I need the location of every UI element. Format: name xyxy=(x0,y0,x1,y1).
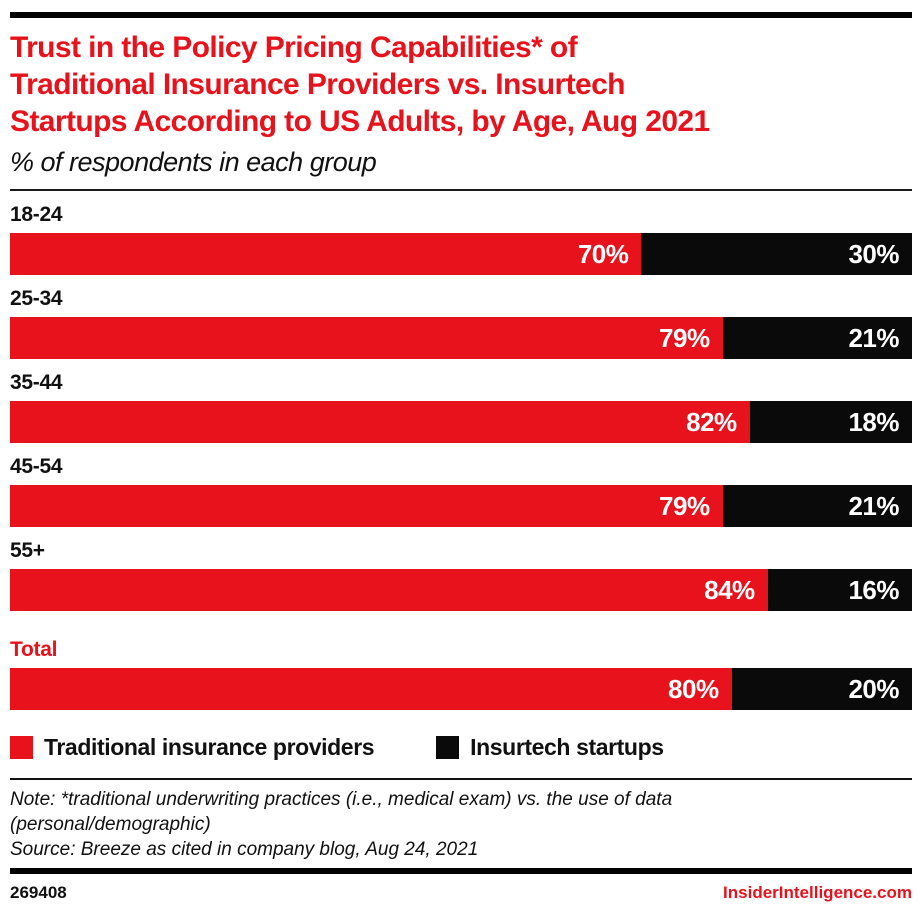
bar-segment-insurtech-startups: 18% xyxy=(749,401,912,443)
category-label: 55+ xyxy=(10,539,45,562)
chart-row-35-44: 35-44 82% 18% xyxy=(10,372,912,443)
category-label: 45-54 xyxy=(10,455,63,478)
chart-id: 269408 xyxy=(10,883,67,902)
bar-segment-insurtech-startups: 21% xyxy=(722,485,912,527)
footer-rule xyxy=(10,868,912,874)
bar-segment-insurtech-startups: 30% xyxy=(641,233,912,275)
value-label: 79% xyxy=(659,490,710,521)
top-rule xyxy=(10,12,912,18)
value-label: 21% xyxy=(848,322,899,353)
chart-title-line-2: Traditional Insurance Providers vs. Insu… xyxy=(10,68,625,101)
stacked-bar: 82% 18% xyxy=(10,401,912,443)
stacked-bar: 80% 20% xyxy=(10,668,912,710)
source-line: Source: Breeze as cited in company blog,… xyxy=(10,839,479,860)
value-label: 18% xyxy=(848,406,899,437)
legend-swatch-traditional xyxy=(10,735,33,759)
category-label: 35-44 xyxy=(10,371,63,394)
value-label: 21% xyxy=(848,490,899,521)
bar-segment-traditional-insurance-providers: 70% xyxy=(10,233,642,275)
chart-row-45-54: 45-54 79% 21% xyxy=(10,456,912,527)
bar-rows: 18-24 70% 30% 25-34 79% 21% 35-44 82% 18% 45-54 79… xyxy=(10,204,912,710)
stacked-bar: 70% 30% xyxy=(10,233,912,275)
value-label: 82% xyxy=(686,406,737,437)
header-divider xyxy=(10,189,912,191)
bar-segment-traditional-insurance-providers: 82% xyxy=(10,401,750,443)
value-label: 80% xyxy=(668,673,719,704)
legend-item-traditional: Traditional insurance providers xyxy=(10,733,375,761)
bar-segment-traditional-insurance-providers: 80% xyxy=(10,668,732,710)
note-line-1: Note: *traditional underwriting practice… xyxy=(10,789,673,810)
notes-divider xyxy=(10,778,912,780)
stacked-bar: 79% 21% xyxy=(10,317,912,359)
bar-segment-traditional-insurance-providers: 84% xyxy=(10,569,768,611)
value-label: 79% xyxy=(659,322,710,353)
bar-segment-traditional-insurance-providers: 79% xyxy=(10,317,723,359)
footer: 269408 InsiderIntelligence.com xyxy=(10,883,912,903)
chart-row-total: Total 80% 20% xyxy=(10,639,912,710)
value-label: 70% xyxy=(577,238,629,269)
insider-intelligence-link[interactable]: InsiderIntelligence.com xyxy=(723,883,912,902)
value-label: 16% xyxy=(848,574,899,605)
value-label: 84% xyxy=(704,574,755,605)
category-label: 25-34 xyxy=(10,287,63,310)
category-label: Total xyxy=(10,638,58,661)
legend-label-insurtech: Insurtech startups xyxy=(470,733,664,760)
value-label: 30% xyxy=(848,238,899,269)
legend-swatch-insurtech xyxy=(436,735,460,759)
chart-title: Trust in the Policy Pricing Capabilities… xyxy=(10,29,912,140)
chart-title-line-3: Startups According to US Adults, by Age,… xyxy=(10,105,710,138)
bar-segment-insurtech-startups: 16% xyxy=(767,569,912,611)
bar-segment-insurtech-startups: 20% xyxy=(731,668,912,710)
chart-row-25-34: 25-34 79% 21% xyxy=(10,288,912,359)
chart-row-18-24: 18-24 70% 30% xyxy=(10,204,912,275)
chart-title-line-1: Trust in the Policy Pricing Capabilities… xyxy=(10,31,578,64)
bar-segment-insurtech-startups: 21% xyxy=(722,317,912,359)
bar-segment-traditional-insurance-providers: 79% xyxy=(10,485,723,527)
note-line-2: (personal/demographic) xyxy=(10,814,211,835)
chart-subtitle: % of respondents in each group xyxy=(10,147,377,177)
stacked-bar: 79% 21% xyxy=(10,485,912,527)
category-label: 18-24 xyxy=(10,203,63,226)
legend-label-traditional: Traditional insurance providers xyxy=(44,733,375,760)
chart-row-55: 55+ 84% 16% xyxy=(10,540,912,611)
legend: Traditional insurance providers Insurtec… xyxy=(10,734,912,760)
value-label: 20% xyxy=(848,673,899,704)
legend-item-insurtech: Insurtech startups xyxy=(436,733,664,761)
stacked-bar: 84% 16% xyxy=(10,569,912,611)
